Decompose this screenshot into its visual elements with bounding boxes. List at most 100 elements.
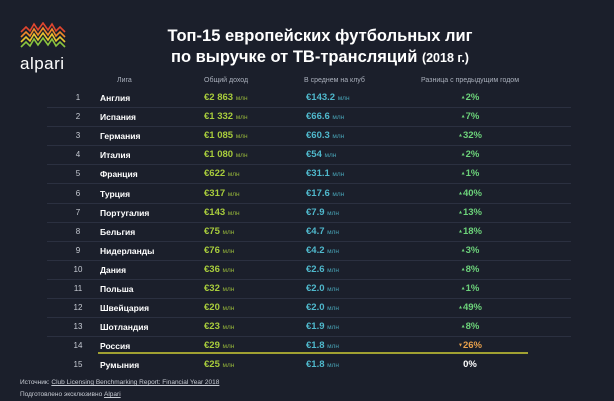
league-name: Португалия	[100, 207, 150, 218]
unit: млн	[222, 286, 235, 293]
avg-value: €2.0	[306, 283, 325, 294]
league-name: Испания	[100, 112, 137, 123]
title-year: (2018 г.)	[421, 51, 469, 65]
rank: 5	[75, 169, 81, 179]
yoy-change: ▲1%	[440, 168, 500, 179]
arrow-up-icon: ▲	[458, 209, 463, 216]
avg-revenue: €60.3 млн	[306, 130, 344, 141]
unit: млн	[235, 114, 248, 122]
rank: 7	[75, 207, 81, 217]
arrow-up-icon: ▲	[460, 266, 466, 273]
row-divider	[47, 183, 571, 185]
title-text: по выручке от ТВ-трансляций	[171, 48, 418, 66]
table-row: 2 Испания €1 332 млн €66.6 млн ▲7%	[40, 108, 580, 128]
league-name: Румыния	[100, 360, 140, 371]
footer-prepared: Подготовлено эксклюзивно Alpari	[20, 391, 121, 398]
avg-revenue: €2.0 млн	[306, 302, 339, 313]
arrow-up-icon: ▲	[460, 285, 466, 292]
total-value: €1 080	[204, 149, 234, 161]
total-value: €29	[204, 340, 220, 352]
change-value: 13%	[462, 206, 482, 218]
rank: 9	[75, 245, 81, 255]
avg-revenue: €31.1 млн	[306, 168, 344, 179]
league-name: Польша	[100, 284, 134, 294]
avg-value: €17.6	[306, 187, 330, 199]
unit: млн	[235, 95, 248, 102]
row-divider	[47, 202, 571, 204]
league-name: Нидерланды	[100, 245, 155, 256]
avg-revenue: €2.0 млн	[306, 283, 339, 294]
avg-revenue: €4.2 млн	[306, 245, 339, 256]
unit: млн	[327, 286, 339, 293]
total-revenue: €20 млн	[204, 302, 234, 313]
header-diff: Разница с предыдущим годом	[421, 77, 520, 84]
table-row: 12 Швейцария €20 млн €2.0 млн ▲49%	[40, 299, 580, 319]
total-revenue: €23 млн	[204, 321, 234, 332]
avg-revenue: €7.9 млн	[306, 207, 339, 218]
arrow-up-icon: ▲	[458, 228, 463, 235]
unit: млн	[222, 362, 235, 370]
row-divider	[47, 336, 571, 338]
total-revenue: €32 млн	[204, 283, 234, 294]
unit: млн	[222, 305, 235, 313]
total-value: €76	[204, 244, 220, 256]
arrow-up-icon: ▲	[460, 94, 466, 101]
total-revenue: €25 млн	[204, 359, 234, 370]
table-row: 15 Румыния €25 млн €1.8 млн 0%	[40, 356, 580, 375]
avg-value: €1.9	[306, 321, 325, 333]
header-league: Лига	[117, 77, 132, 84]
table-row: 6 Турция €317 млн €17.6 млн ▲40%	[40, 185, 580, 204]
unit: млн	[235, 133, 248, 141]
unit: млн	[327, 209, 339, 217]
yoy-change: ▲2%	[440, 92, 500, 103]
total-revenue: €75 млн	[204, 226, 234, 237]
unit: млн	[327, 324, 339, 332]
league-name: Англия	[100, 93, 131, 103]
league-name: Россия	[100, 341, 131, 352]
change-value: 2%	[465, 92, 480, 103]
unit: млн	[324, 152, 337, 160]
alpari-link[interactable]: Alpari	[104, 391, 121, 398]
yoy-change: ▼26%	[440, 340, 500, 351]
source-link[interactable]: Club Licensing Benchmarking Report: Fina…	[51, 379, 220, 386]
unit: млн	[222, 228, 235, 236]
unit: млн	[327, 266, 339, 274]
unit: млн	[227, 171, 240, 179]
change-value: 3%	[465, 244, 480, 256]
row-divider	[47, 126, 571, 128]
table-row: 9 Нидерланды €76 млн €4.2 млн ▲3%	[40, 242, 580, 261]
row-divider	[47, 107, 571, 108]
row-divider	[47, 278, 571, 280]
unit: млн	[227, 209, 240, 217]
total-value: €143	[204, 206, 226, 218]
yoy-change: ▲32%	[440, 130, 500, 141]
unit: млн	[235, 152, 248, 160]
alpari-logo: alpari	[20, 22, 68, 74]
arrow-up-icon: ▲	[460, 113, 466, 120]
rank: 8	[75, 226, 81, 236]
avg-value: €31.1	[306, 168, 330, 180]
change-value: 1%	[465, 283, 480, 294]
header-avg: В среднем на клуб	[304, 77, 365, 84]
total-value: €20	[204, 302, 220, 314]
total-revenue: €29 млн	[204, 340, 234, 351]
arrow-up-icon: ▲	[460, 151, 466, 158]
rank: 15	[73, 360, 83, 370]
rank: 6	[75, 188, 81, 198]
avg-value: €60.3	[306, 130, 330, 142]
total-revenue: €1 080 млн	[204, 149, 248, 160]
league-name: Шотландия	[100, 322, 149, 333]
avg-value: €143.2	[306, 92, 336, 103]
total-value: €25	[204, 359, 220, 371]
rank: 11	[73, 284, 83, 293]
unit: млн	[327, 247, 339, 255]
avg-revenue: €4.7 млн	[306, 226, 339, 237]
avg-value: €54	[306, 149, 322, 161]
yoy-change: ▲40%	[440, 188, 500, 199]
arrow-down-icon: ▼	[458, 342, 463, 349]
total-value: €622	[204, 168, 226, 180]
avg-revenue: €143.2 млн	[306, 92, 350, 103]
title-line-2: по выручке от ТВ-трансляций (2018 г.)	[130, 47, 510, 69]
row-divider	[47, 298, 571, 299]
total-value: €1 332	[204, 111, 234, 123]
